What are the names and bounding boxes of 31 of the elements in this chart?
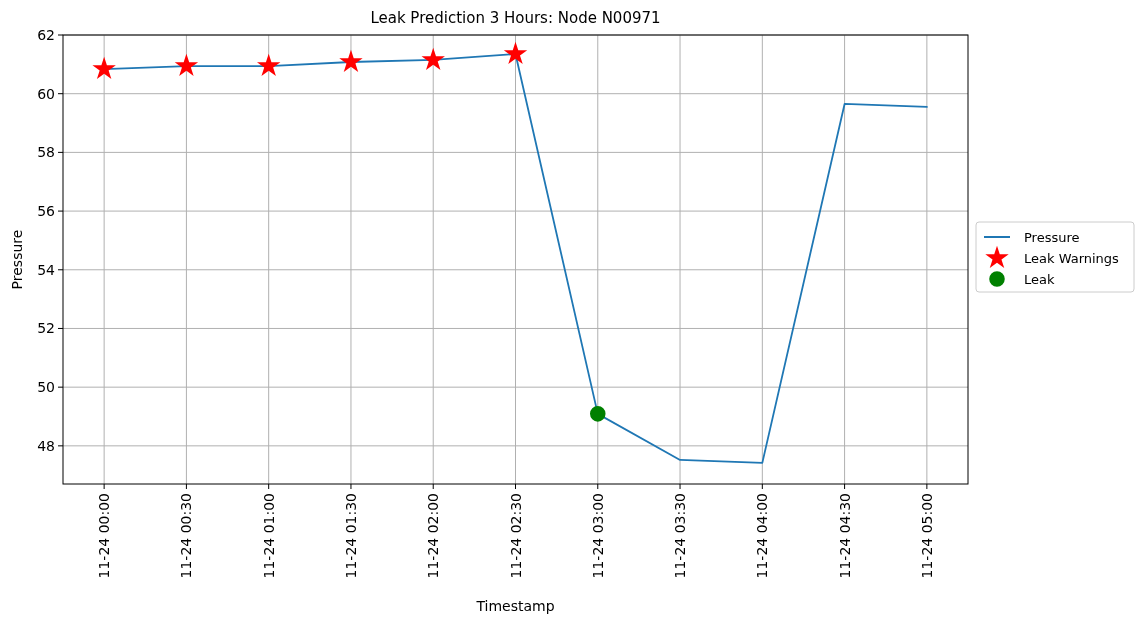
legend-label: Pressure (1024, 229, 1080, 245)
legend-label: Leak Warnings (1024, 250, 1120, 266)
y-tick-label: 50 (37, 379, 55, 396)
point (339, 49, 363, 72)
legend-label: Leak (1024, 271, 1055, 287)
y-tick-label: 58 (37, 144, 55, 161)
point (421, 47, 445, 70)
x-tick-label: 11-24 02:30 (507, 493, 524, 579)
y-tick-label: 48 (37, 437, 55, 454)
x-tick-label: 11-24 01:30 (342, 493, 359, 579)
x-tick-label: 11-24 03:00 (589, 493, 606, 579)
y-axis-title: Pressure (9, 229, 25, 290)
x-tick-label: 11-24 05:00 (918, 493, 935, 579)
point (174, 53, 199, 77)
x-axis-title: Timestamp (475, 598, 555, 614)
x-tick-label: 11-24 02:00 (425, 493, 442, 579)
point (256, 53, 281, 77)
x-tick-label: 11-24 01:00 (260, 493, 277, 579)
point (92, 56, 116, 79)
x-tick-label: 11-24 04:30 (836, 493, 853, 579)
x-tick-label: 11-24 00:30 (178, 493, 195, 579)
x-tick-label: 11-24 04:00 (754, 493, 771, 579)
x-tick-label: 11-24 00:00 (96, 493, 113, 579)
chart-title: Leak Prediction 3 Hours: Node N00971 (370, 9, 661, 27)
x-tick-label: 11-24 03:30 (672, 493, 689, 579)
y-tick-label: 60 (37, 85, 55, 102)
point (503, 41, 528, 65)
y-tick-label: 56 (37, 203, 56, 220)
y-tick-label: 52 (37, 320, 55, 337)
y-tick-label: 62 (37, 27, 55, 43)
y-tick-label: 54 (37, 261, 56, 278)
